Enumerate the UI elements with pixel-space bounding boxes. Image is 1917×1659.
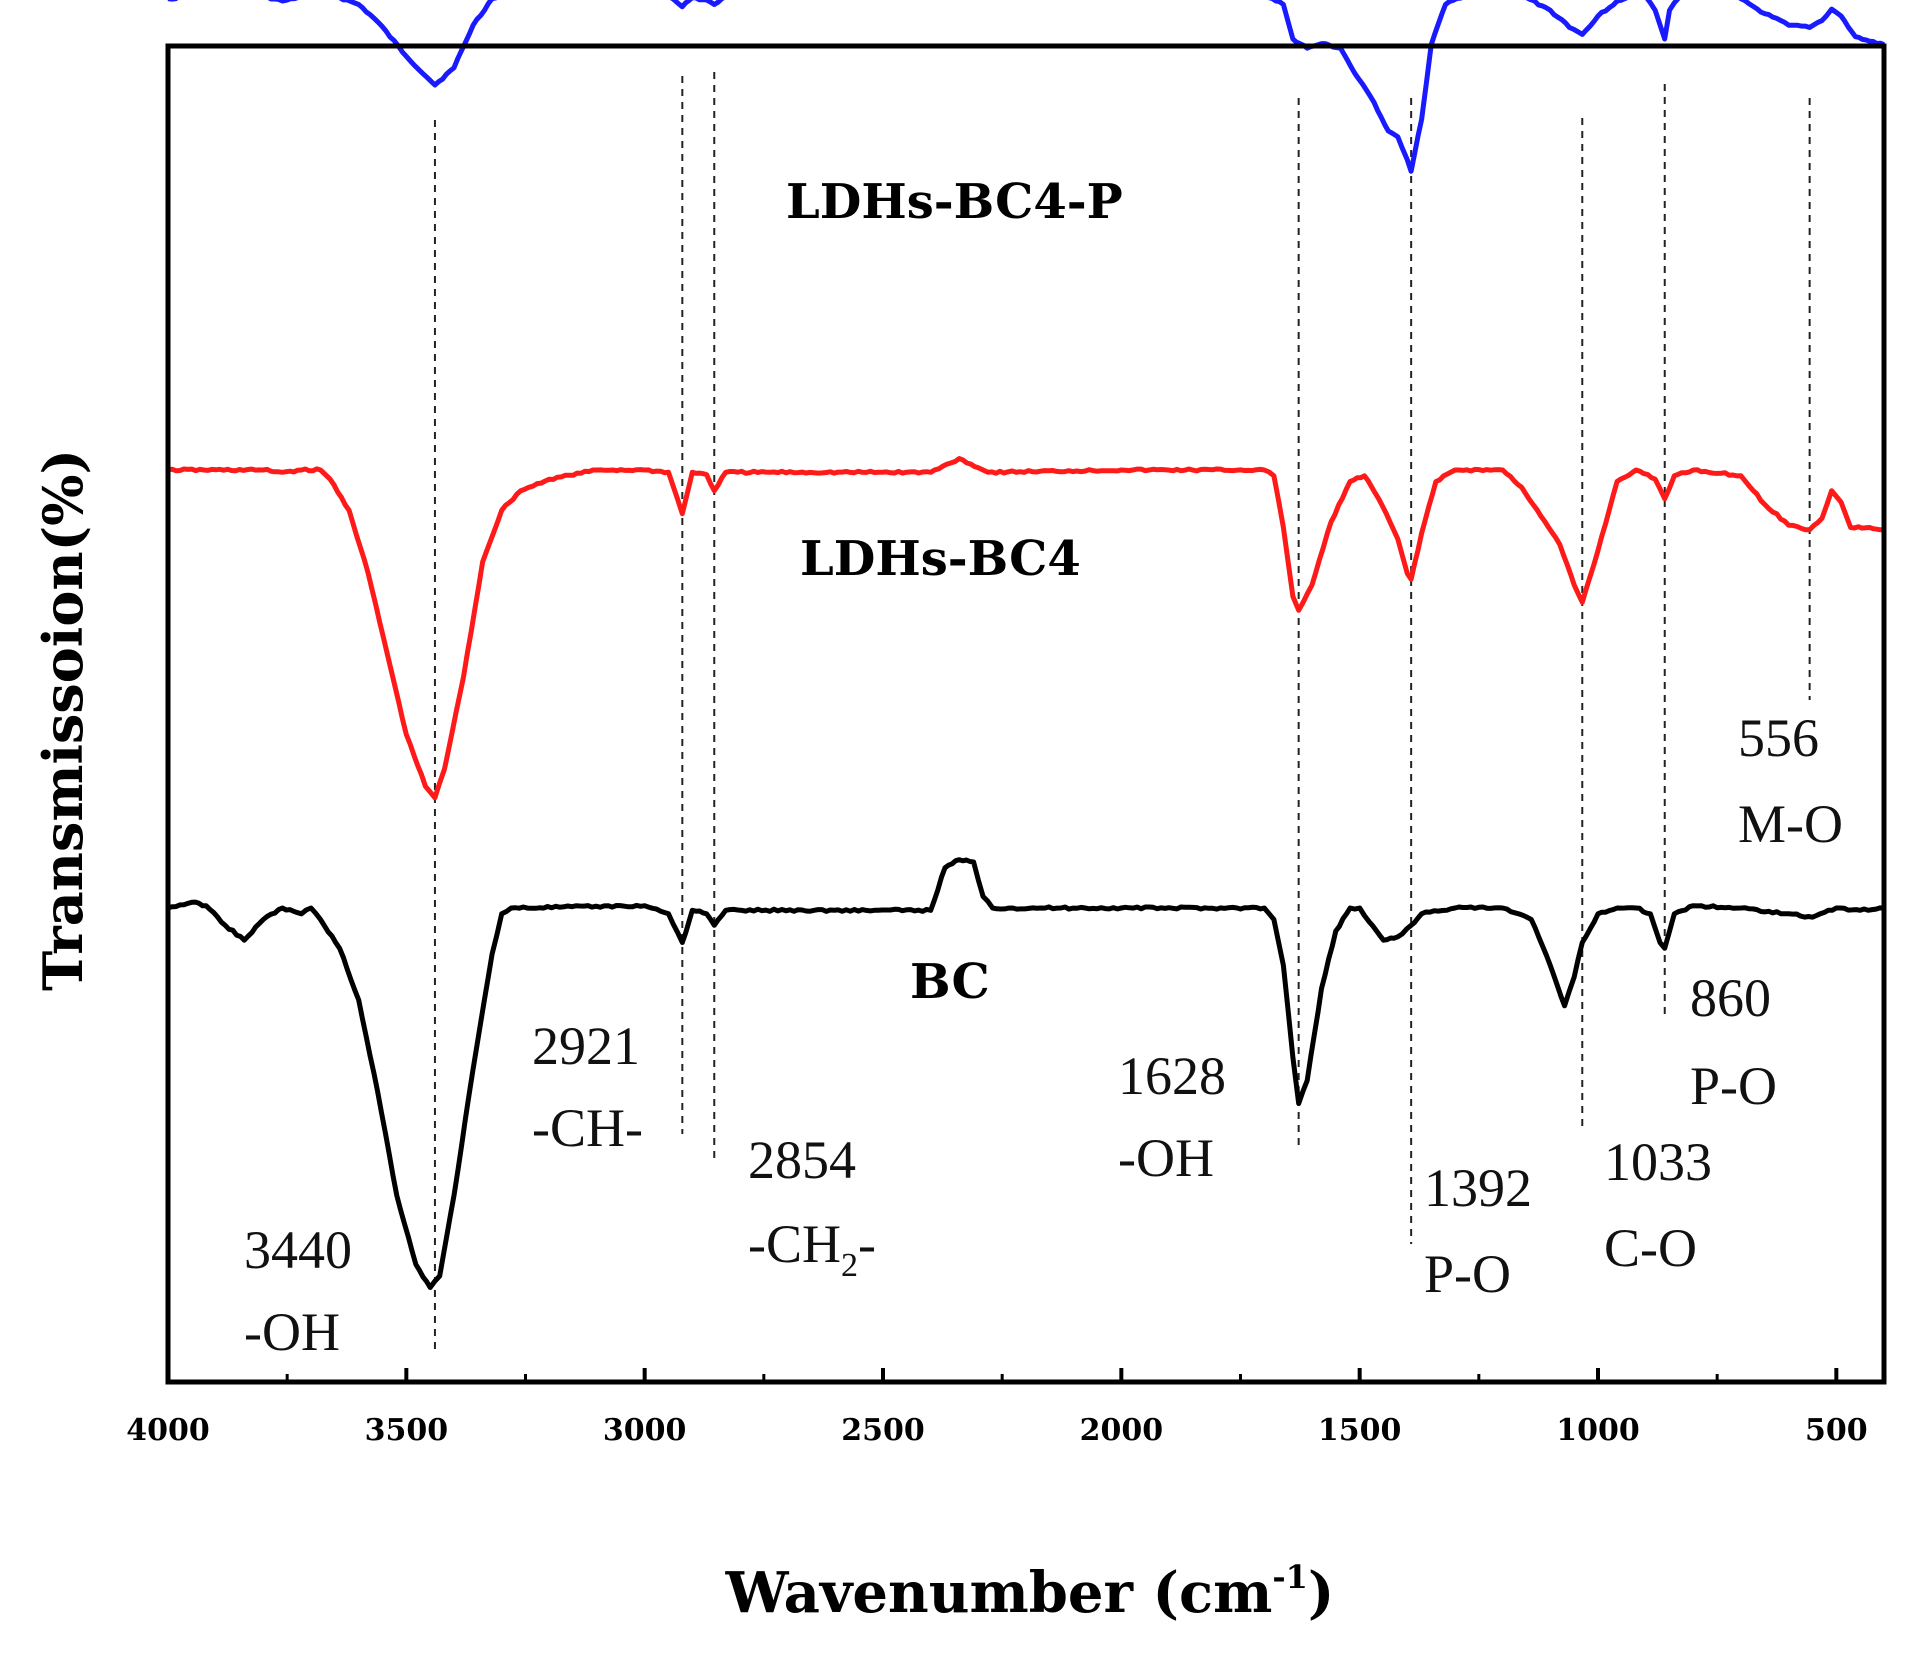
- peak-group-1392: P-O: [1424, 1244, 1511, 1304]
- peak-value-556: 556: [1738, 708, 1819, 768]
- peak-annotation-3440: 3440 -OH: [244, 1220, 352, 1362]
- series-label-bc: BC: [910, 954, 990, 1010]
- x-axis-title-superscript: -1: [1272, 1558, 1308, 1596]
- x-tick-label-3500: 3500: [365, 1413, 449, 1448]
- peak-value-3440: 3440: [244, 1220, 352, 1280]
- series-layer: [167, 0, 1885, 1290]
- peak-annotation-556: 556 M-O: [1738, 708, 1843, 854]
- series-label-ldhs-bc4: LDHs-BC4: [800, 531, 1081, 587]
- peak-group-2854: -CH2-: [748, 1214, 876, 1284]
- x-tick-label-3000: 3000: [603, 1413, 687, 1448]
- peak-annotation-860: 860 P-O: [1690, 968, 1777, 1116]
- x-tick-label-1500: 1500: [1318, 1413, 1402, 1448]
- x-axis-title-main: Wavenumber (cm: [725, 1560, 1273, 1626]
- x-tick-label-500: 500: [1805, 1413, 1868, 1448]
- peak-value-2854: 2854: [748, 1130, 856, 1190]
- x-tick-label-2000: 2000: [1080, 1413, 1164, 1448]
- peak-group-2854-main: -CH: [748, 1214, 841, 1274]
- x-tick-label-4000: 4000: [126, 1413, 210, 1448]
- x-axis-title-close: ): [1308, 1560, 1335, 1626]
- peak-value-2921: 2921: [532, 1016, 640, 1076]
- peak-value-1033: 1033: [1604, 1132, 1712, 1192]
- peak-group-556: M-O: [1738, 794, 1843, 854]
- peak-annotation-2921: 2921 -CH-: [532, 1016, 643, 1158]
- peak-annotation-1033: 1033 C-O: [1604, 1132, 1712, 1278]
- peak-annotation-1628: 1628 -OH: [1118, 1046, 1226, 1188]
- x-axis-ticks: 4000 3500 3000 2500 2000 1500 1000 500: [126, 1368, 1868, 1448]
- peak-value-860: 860: [1690, 968, 1771, 1028]
- peak-value-1392: 1392: [1424, 1158, 1532, 1218]
- x-tick-label-1000: 1000: [1556, 1413, 1640, 1448]
- series-label-ldhs-bc4-p: LDHs-BC4-P: [786, 174, 1123, 230]
- peak-group-2921: -CH-: [532, 1098, 643, 1158]
- series-line-bc: [167, 857, 1885, 1290]
- series-line-ldhs-bc4: [167, 456, 1884, 801]
- peak-group-2854-after: -: [858, 1214, 876, 1274]
- peak-group-1033: C-O: [1604, 1218, 1697, 1278]
- plot-frame: [165, 43, 1887, 1385]
- x-axis-title: Wavenumber (cm-1): [725, 1558, 1335, 1626]
- peak-annotation-1392: 1392 P-O: [1424, 1158, 1532, 1304]
- peak-group-3440: -OH: [244, 1302, 340, 1362]
- y-axis-title: Transmissoion(%): [31, 449, 95, 991]
- reference-lines: [433, 72, 1811, 1352]
- peak-annotation-2854: 2854 -CH2-: [748, 1130, 876, 1284]
- peak-group-2854-sub: 2: [841, 1247, 858, 1284]
- x-tick-label-2500: 2500: [841, 1413, 925, 1448]
- peak-group-860: P-O: [1690, 1056, 1777, 1116]
- series-labels: LDHs-BC4-P LDHs-BC4 BC: [786, 174, 1123, 1010]
- peak-group-1628: -OH: [1118, 1128, 1214, 1188]
- peak-annotations: 3440 -OH 2921 -CH- 2854 -CH2- 1628 -OH 1…: [244, 708, 1843, 1362]
- peak-value-1628: 1628: [1118, 1046, 1226, 1106]
- series-line-ldhs-bc4-p: [167, 0, 1885, 174]
